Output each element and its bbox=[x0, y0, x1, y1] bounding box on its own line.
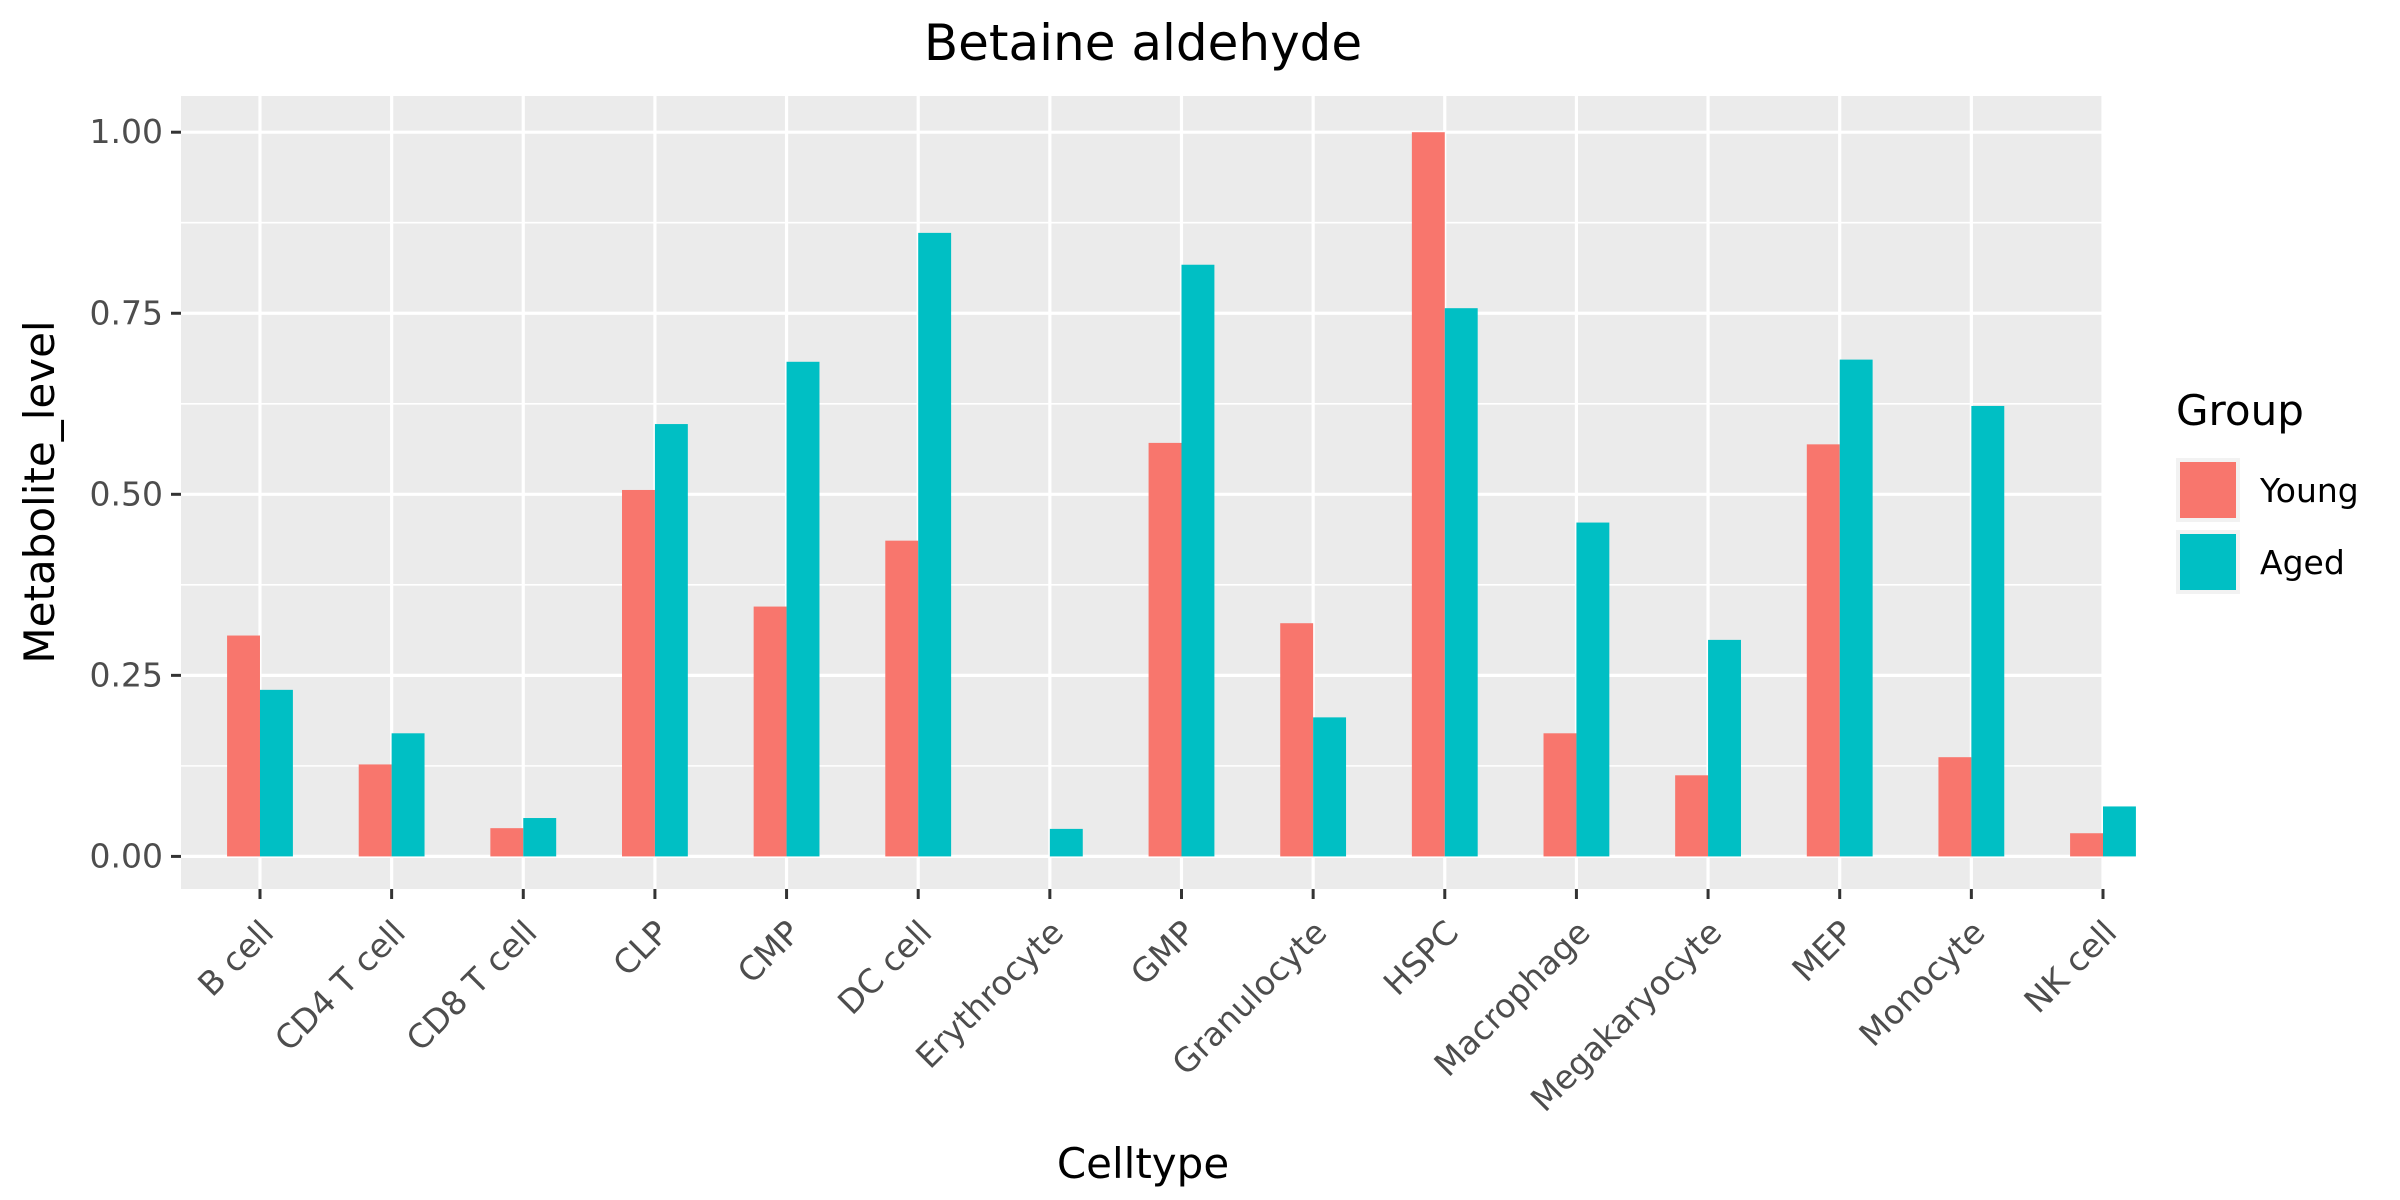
y-tick-label: 0.75 bbox=[90, 293, 163, 332]
bar-young bbox=[2070, 833, 2103, 857]
bar-aged bbox=[786, 361, 820, 857]
bar-aged bbox=[918, 232, 952, 857]
bar-aged bbox=[1839, 359, 1873, 857]
legend-label: Aged bbox=[2260, 543, 2345, 582]
x-tick-label: CMP bbox=[730, 913, 808, 991]
bar-aged bbox=[1971, 405, 2005, 857]
x-axis-title: Celltype bbox=[1057, 1139, 1229, 1188]
bar-aged bbox=[1576, 522, 1610, 857]
bar-young bbox=[1543, 733, 1577, 857]
y-axis: 0.00 0.25 0.50 0.75 1.00 bbox=[90, 112, 181, 875]
bar-young bbox=[1148, 442, 1182, 857]
bar-young bbox=[490, 828, 524, 857]
y-axis-title: Metabolite_level bbox=[15, 320, 64, 663]
x-tick-label: GMP bbox=[1123, 913, 1203, 993]
legend-swatch-young bbox=[2180, 462, 2236, 518]
bar-young bbox=[1938, 757, 1972, 857]
bar-aged bbox=[654, 424, 688, 857]
bar-aged bbox=[1313, 717, 1347, 857]
bar-aged bbox=[1049, 828, 1083, 857]
bar-young bbox=[885, 540, 919, 857]
bar-young bbox=[1411, 132, 1445, 857]
grid-minor bbox=[181, 221, 2103, 767]
legend-label: Young bbox=[2259, 471, 2359, 510]
bar-aged bbox=[523, 818, 557, 857]
x-tick-label: CLP bbox=[605, 913, 676, 984]
bar-aged bbox=[259, 689, 293, 857]
bar-aged bbox=[2103, 806, 2136, 857]
x-tick-label: DC cell bbox=[830, 913, 939, 1022]
y-tick-label: 0.00 bbox=[90, 836, 163, 875]
x-tick-label: B cell bbox=[190, 913, 281, 1004]
x-tick-label: CD4 T cell bbox=[267, 913, 413, 1059]
bar-young bbox=[358, 764, 392, 857]
bar-aged bbox=[1708, 639, 1741, 857]
legend-swatch-aged bbox=[2180, 534, 2236, 590]
bars bbox=[227, 132, 2136, 857]
x-tick-label: MEP bbox=[1784, 913, 1861, 990]
x-tick-label: CD8 T cell bbox=[399, 913, 545, 1059]
bar-aged bbox=[391, 733, 425, 857]
x-tick-label: Monocyte bbox=[1851, 913, 1992, 1054]
y-tick-label: 1.00 bbox=[90, 112, 163, 151]
bar-young bbox=[227, 635, 260, 857]
y-tick-label: 0.25 bbox=[90, 655, 163, 694]
bar-young bbox=[1280, 623, 1314, 857]
x-tick-label: HSPC bbox=[1376, 913, 1466, 1003]
bar-young bbox=[1675, 775, 1709, 857]
chart-title: Betaine aldehyde bbox=[924, 14, 1362, 72]
legend: Group Young Aged bbox=[2176, 386, 2359, 594]
bar-young bbox=[622, 489, 655, 857]
y-tick-label: 0.50 bbox=[90, 474, 163, 513]
x-tick-label: NK cell bbox=[2016, 913, 2124, 1021]
bar-young bbox=[1806, 444, 1840, 857]
bar-aged bbox=[1181, 264, 1215, 857]
legend-title: Group bbox=[2176, 386, 2304, 435]
bar-young bbox=[753, 606, 787, 857]
plot-panel bbox=[181, 96, 2103, 889]
bar-aged bbox=[1444, 308, 1478, 857]
